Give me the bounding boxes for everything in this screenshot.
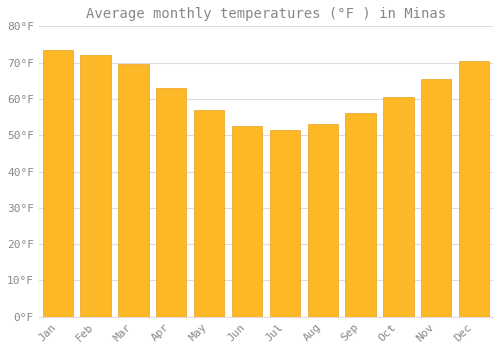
Bar — [156, 88, 186, 317]
Bar — [308, 124, 338, 317]
Bar — [118, 64, 148, 317]
Bar — [270, 130, 300, 317]
Bar — [42, 50, 73, 317]
Bar — [459, 61, 490, 317]
Title: Average monthly temperatures (°F ) in Minas: Average monthly temperatures (°F ) in Mi… — [86, 7, 446, 21]
Bar — [346, 113, 376, 317]
Bar — [80, 55, 110, 317]
Bar — [232, 126, 262, 317]
Bar — [421, 79, 452, 317]
Bar — [194, 110, 224, 317]
Bar — [384, 97, 414, 317]
